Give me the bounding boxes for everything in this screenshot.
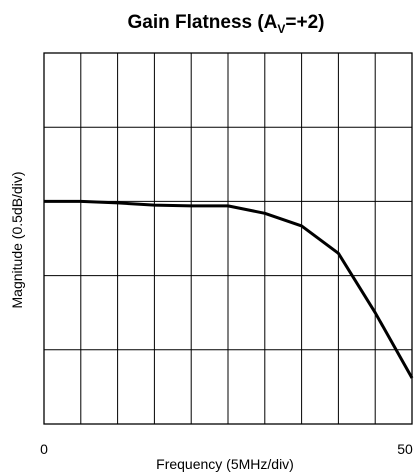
chart-title-main: Gain Flatness (A	[127, 12, 277, 33]
chart-grid	[44, 53, 412, 424]
chart-title-suffix: =+2)	[285, 12, 324, 33]
series-line-gain	[44, 199, 414, 379]
x-tick-label-min: 0	[40, 441, 48, 457]
x-tick-label-max: 50	[397, 441, 413, 457]
x-axis-label: Frequency (5MHz/div)	[156, 456, 294, 472]
plot-frame	[43, 52, 413, 425]
y-axis-label: Magnitude (0.5dB/div)	[9, 172, 25, 309]
chart-title-subscript: V	[277, 22, 285, 36]
chart-title: Gain Flatness (AV=+2)	[127, 12, 324, 36]
